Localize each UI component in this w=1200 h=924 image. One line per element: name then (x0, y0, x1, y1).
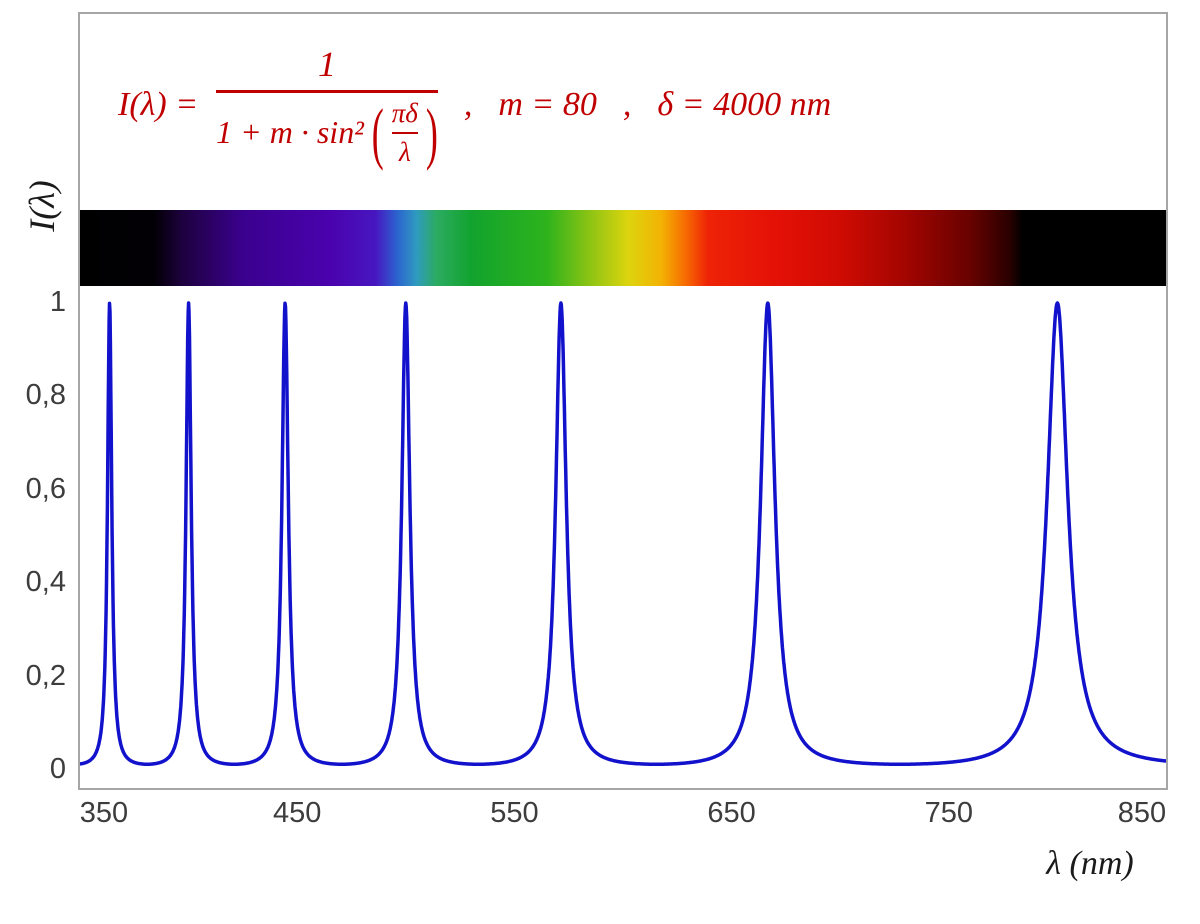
x-axis-title: λ (nm) (1046, 845, 1134, 882)
intensity-curve (80, 301, 1166, 766)
formula-lhs: I(λ) = (118, 86, 199, 123)
formula: I(λ) = 1 1 + m · sin² ( πδ λ ) , m = 80 … (118, 30, 1138, 180)
fraction-numerator: 1 (318, 43, 336, 84)
x-tick-label: 850 (1117, 797, 1167, 829)
formula-separator-1: , (463, 86, 473, 123)
y-tick-label: 0,8 (25, 379, 66, 412)
y-tick-label: 0,4 (25, 566, 66, 599)
inner-fraction-denominator: λ (398, 136, 411, 167)
close-paren: ) (425, 94, 438, 171)
x-tick-label: 350 (79, 797, 129, 829)
y-tick-label: 0 (49, 753, 66, 785)
inner-fraction-bar (391, 131, 418, 134)
y-tick-label: 0,2 (25, 659, 66, 692)
formula-param-delta: δ = 4000 nm (657, 86, 832, 123)
fraction-denominator: 1 + m · sin² ( πδ λ ) (216, 95, 438, 171)
fraction-bar (216, 89, 438, 93)
plot-frame (78, 12, 1168, 790)
curve-path (80, 301, 1166, 766)
x-tick-label: 750 (924, 797, 973, 829)
x-tick-label: 450 (272, 797, 322, 829)
denominator-prefix: 1 + m · sin² (216, 114, 364, 150)
formula-separator-2: , (622, 86, 632, 123)
spectrum-bar (80, 210, 1166, 286)
x-tick-label: 550 (490, 797, 539, 829)
y-axis-title: I(λ) (22, 180, 62, 232)
open-paren: ( (371, 94, 384, 171)
formula-param-m: m = 80 (498, 86, 597, 123)
inner-fraction: πδ λ (391, 97, 418, 168)
y-tick-label: 0,6 (25, 472, 66, 505)
inner-fraction-numerator: πδ (391, 97, 418, 128)
y-tick-label: 1 (49, 286, 66, 318)
x-tick-label: 650 (707, 797, 756, 829)
formula-fraction: 1 1 + m · sin² ( πδ λ ) (216, 43, 438, 171)
